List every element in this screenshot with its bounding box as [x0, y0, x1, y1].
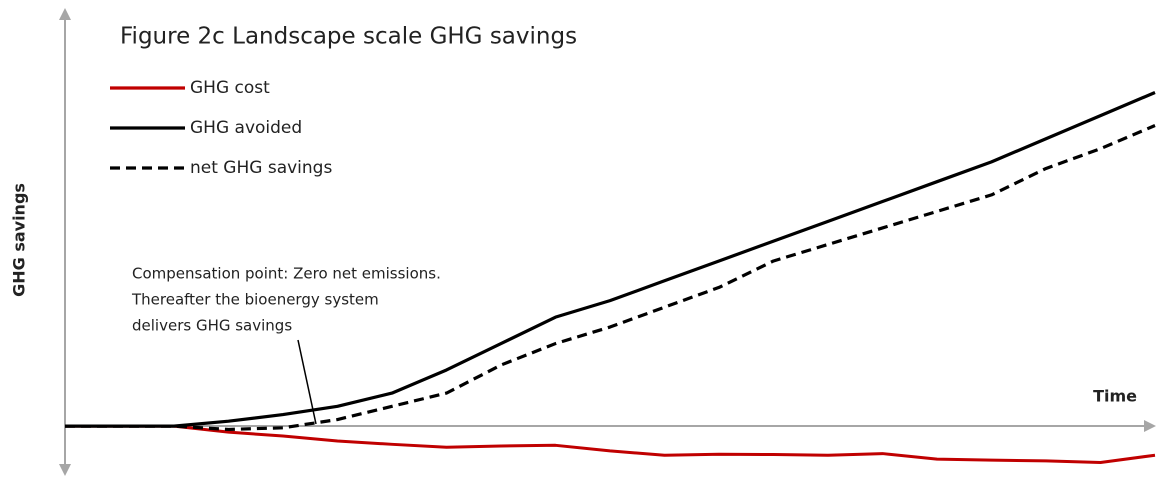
annotation: Thereafter the bioenergy system [131, 291, 379, 309]
annotation: Compensation point: Zero net emissions. [132, 265, 441, 283]
x-axis-label: Time [1093, 387, 1137, 406]
chart-title: Figure 2c Landscape scale GHG savings [120, 24, 577, 50]
series-line [65, 424, 1156, 464]
legend-label: GHG avoided [190, 118, 302, 138]
annotation: delivers GHG savings [132, 317, 292, 335]
series-line [65, 124, 1156, 432]
series-line [65, 91, 1156, 428]
legend-label: GHG cost [190, 78, 270, 98]
legend-label: net GHG savings [190, 158, 332, 178]
y-axis-label: GHG savings [10, 183, 29, 297]
